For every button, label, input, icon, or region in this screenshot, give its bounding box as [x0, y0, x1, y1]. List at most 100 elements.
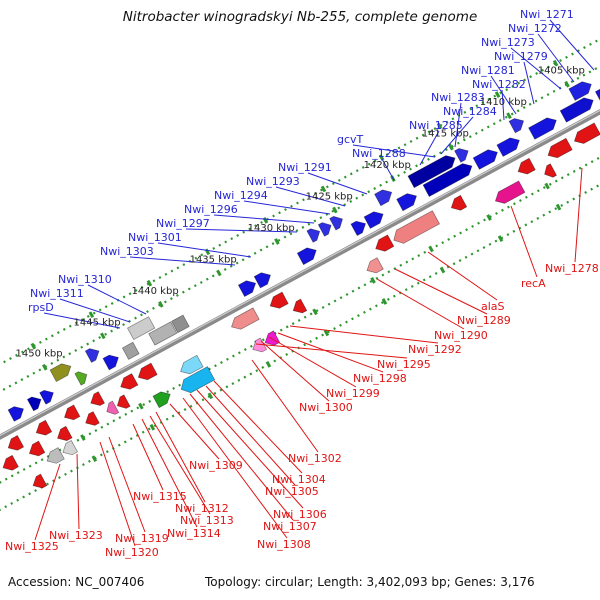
gene-glyph[interactable]: [396, 193, 417, 212]
gene-glyph[interactable]: [363, 211, 384, 229]
gene-glyph[interactable]: [594, 83, 600, 104]
gene-label[interactable]: Nwi_1271: [520, 8, 574, 21]
gene-glyph[interactable]: [127, 316, 156, 340]
gene-glyph[interactable]: [64, 404, 81, 421]
gene-glyph[interactable]: [102, 354, 119, 371]
gene-label[interactable]: Nwi_1296: [184, 203, 238, 216]
gene-glyph[interactable]: [494, 180, 526, 204]
gene-glyph[interactable]: [2, 454, 19, 471]
gene-label[interactable]: Nwi_1314: [167, 527, 221, 540]
gene-glyph[interactable]: [544, 163, 557, 178]
gene-glyph[interactable]: [46, 447, 65, 464]
gene-glyph[interactable]: [180, 366, 216, 394]
gene-label[interactable]: Nwi_1312: [175, 502, 229, 515]
gene-label[interactable]: Nwi_1299: [326, 387, 380, 400]
gene-label[interactable]: Nwi_1289: [457, 314, 511, 327]
gene-glyph[interactable]: [35, 419, 53, 436]
gene-label[interactable]: Nwi_1309: [189, 459, 243, 472]
gene-glyph[interactable]: [269, 291, 289, 309]
gene-glyph[interactable]: [252, 337, 267, 353]
gene-glyph[interactable]: [85, 411, 100, 426]
gene-label[interactable]: Nwi_1291: [278, 161, 332, 174]
gene-label[interactable]: Nwi_1290: [434, 329, 488, 342]
gene-glyph[interactable]: [292, 298, 308, 314]
gene-label[interactable]: Nwi_1272: [508, 22, 562, 35]
gene-label[interactable]: Nwi_1285: [409, 119, 463, 132]
gene-glyph[interactable]: [517, 157, 536, 175]
gene-label[interactable]: Nwi_1297: [156, 217, 210, 230]
gene-glyph[interactable]: [374, 189, 393, 207]
gene-glyph[interactable]: [547, 137, 573, 159]
gene-glyph[interactable]: [28, 440, 46, 457]
gene-label[interactable]: alaS: [481, 300, 505, 313]
gene-glyph[interactable]: [237, 280, 257, 297]
gene-label[interactable]: gcvT: [337, 133, 364, 146]
gene-glyph[interactable]: [407, 155, 456, 189]
gene-label[interactable]: Nwi_1325: [5, 540, 59, 553]
gene-label[interactable]: Nwi_1303: [100, 245, 154, 258]
gene-label[interactable]: Nwi_1308: [257, 538, 311, 551]
gene-label[interactable]: Nwi_1307: [263, 520, 317, 533]
gene-label[interactable]: recA: [521, 277, 546, 290]
gene-glyph[interactable]: [573, 122, 600, 144]
gene-label[interactable]: Nwi_1320: [105, 546, 159, 559]
gene-label[interactable]: Nwi_1298: [353, 372, 407, 385]
gene-label[interactable]: Nwi_1315: [133, 490, 187, 503]
gene-label[interactable]: Nwi_1282: [472, 78, 526, 91]
gene-glyph[interactable]: [148, 321, 178, 346]
gene-glyph[interactable]: [508, 118, 525, 134]
gene-label[interactable]: Nwi_1323: [49, 529, 103, 542]
gene-label[interactable]: Nwi_1288: [352, 147, 406, 160]
gene-glyph[interactable]: [26, 396, 42, 412]
gene-label[interactable]: Nwi_1292: [408, 343, 462, 356]
gene-glyph[interactable]: [7, 406, 24, 422]
gene-glyph[interactable]: [32, 473, 48, 489]
gene-label[interactable]: Nwi_1281: [461, 64, 515, 77]
gene-glyph[interactable]: [253, 272, 271, 289]
gene-glyph[interactable]: [106, 400, 120, 415]
gene-glyph[interactable]: [296, 247, 317, 266]
gene-glyph[interactable]: [62, 440, 78, 456]
gene-label[interactable]: Nwi_1310: [58, 273, 112, 286]
gene-glyph[interactable]: [264, 330, 281, 346]
gene-glyph[interactable]: [568, 81, 592, 101]
gene-glyph[interactable]: [137, 362, 158, 381]
gene-glyph[interactable]: [57, 425, 73, 441]
gene-glyph[interactable]: [350, 220, 366, 236]
gene-label[interactable]: Nwi_1273: [481, 36, 535, 49]
gene-glyph[interactable]: [528, 117, 557, 140]
gene-label[interactable]: Nwi_1305: [265, 485, 319, 498]
gene-glyph[interactable]: [329, 216, 343, 231]
gene-label[interactable]: Nwi_1293: [246, 175, 300, 188]
gene-glyph[interactable]: [7, 435, 25, 451]
gene-label[interactable]: Nwi_1283: [431, 91, 485, 104]
gene-glyph[interactable]: [116, 394, 131, 409]
gene-label[interactable]: Nwi_1279: [494, 50, 548, 63]
gene-glyph[interactable]: [180, 354, 204, 375]
gene-glyph[interactable]: [49, 363, 72, 382]
gene-glyph[interactable]: [121, 341, 140, 360]
gene-label[interactable]: Nwi_1311: [30, 287, 84, 300]
gene-glyph[interactable]: [450, 194, 468, 211]
gene-glyph[interactable]: [74, 371, 88, 386]
gene-glyph[interactable]: [90, 391, 105, 406]
gene-glyph[interactable]: [152, 391, 171, 409]
gene-label[interactable]: Nwi_1301: [128, 231, 182, 244]
gene-glyph[interactable]: [366, 257, 384, 274]
gene-glyph[interactable]: [422, 163, 473, 197]
gene-label[interactable]: rpsD: [28, 301, 54, 314]
gene-label[interactable]: Nwi_1284: [443, 105, 497, 118]
gene-glyph[interactable]: [231, 307, 260, 330]
gene-glyph[interactable]: [496, 137, 520, 157]
gene-glyph[interactable]: [120, 373, 139, 390]
gene-glyph[interactable]: [472, 149, 498, 170]
gene-label[interactable]: Nwi_1313: [180, 514, 234, 527]
gene-label[interactable]: Nwi_1295: [377, 358, 431, 371]
gene-label[interactable]: Nwi_1302: [288, 452, 342, 465]
gene-glyph[interactable]: [375, 234, 395, 252]
gene-glyph[interactable]: [559, 97, 594, 123]
gene-glyph[interactable]: [84, 348, 100, 363]
gene-label[interactable]: Nwi_1278: [545, 262, 599, 275]
gene-glyph[interactable]: [393, 210, 440, 244]
gene-label[interactable]: Nwi_1300: [299, 401, 353, 414]
